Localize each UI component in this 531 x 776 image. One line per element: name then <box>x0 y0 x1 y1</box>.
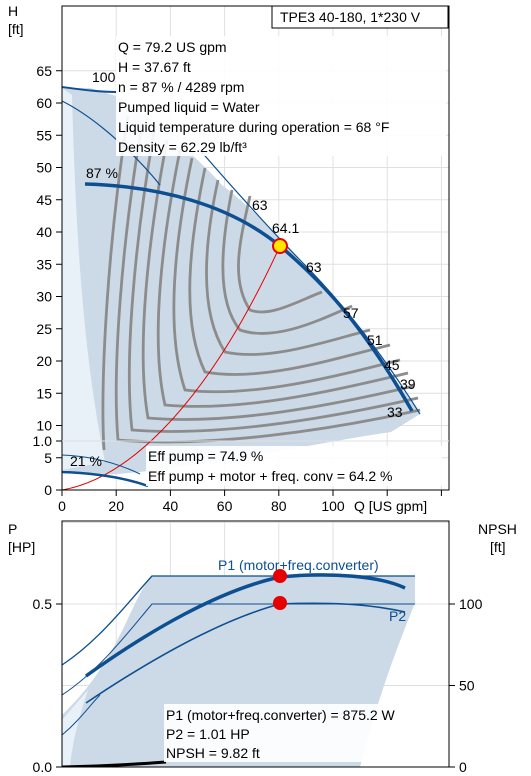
top-y-axis-unit: [ft] <box>8 21 24 37</box>
eff-contour <box>188 167 391 376</box>
info-line: Liquid temperature during operation = 68… <box>118 119 389 135</box>
speed-label-87: 87 % <box>86 165 118 181</box>
top-x-axis-title: Q [US gpm] <box>354 498 427 514</box>
bottom-left-axis-unit: [HP] <box>8 539 35 555</box>
x-tick-label: 20 <box>108 498 124 514</box>
top-y-axis: 0 5 10 15 20 25 30 35 40 45 50 55 60 65 <box>36 63 62 498</box>
power-info-line: P1 (motor+freq.converter) = 875.2 W <box>166 707 396 723</box>
left-tick-label: 0.0 <box>33 759 53 775</box>
y-tick-label: 50 <box>36 160 52 176</box>
info-line: H = 37.67 ft <box>118 59 191 75</box>
eff-label: 57 <box>343 305 359 321</box>
bottom-right-axis: 0 50 100 <box>449 596 483 775</box>
eff-contour <box>101 115 130 451</box>
model-label: TPE3 40-180, 1*230 V <box>280 9 421 25</box>
operating-area-left-band <box>62 88 105 470</box>
operating-area <box>62 88 420 475</box>
curve-21-upper <box>62 454 141 475</box>
eff-contour <box>205 179 371 356</box>
info-line: n = 87 % / 4289 rpm <box>118 79 244 95</box>
eff-label: 39 <box>400 376 416 392</box>
eff-contour <box>156 149 409 408</box>
x-tick-label: 40 <box>163 498 179 514</box>
info-line: Pumped liquid = Water <box>118 99 260 115</box>
top-plot-frame <box>61 5 450 491</box>
x-tick-label: 100 <box>321 498 345 514</box>
p2-envelope-upper <box>62 603 415 696</box>
eff-label: 45 <box>384 357 400 373</box>
efficiency-contours <box>101 115 421 451</box>
x-tick-label: 0 <box>58 498 66 514</box>
y-tick-label: 5 <box>44 450 52 466</box>
eff-label: 33 <box>387 404 403 420</box>
eff-label: 63 <box>252 197 268 213</box>
power-info-line: NPSH = 9.82 ft <box>166 745 260 761</box>
y-tick-label: 15 <box>36 385 52 401</box>
info-line: Q = 79.2 US gpm <box>118 39 227 55</box>
top-y-axis-title: H <box>8 3 18 19</box>
left-tick-label: 0.5 <box>33 596 53 612</box>
power-info-line: P2 = 1.01 HP <box>166 726 250 742</box>
y-tick-label: 45 <box>36 192 52 208</box>
eff-line: Eff pump = 74.9 % <box>148 448 263 464</box>
y-tick-label: 40 <box>36 224 52 240</box>
right-tick-label: 0 <box>459 759 467 775</box>
bottom-right-axis-title: NPSH <box>478 521 517 537</box>
duty-point-marker[interactable] <box>272 238 288 254</box>
eff-contour <box>237 195 323 314</box>
x-tick-label: 60 <box>217 498 233 514</box>
y-tick-label: 65 <box>36 63 52 79</box>
y-tick-label: 25 <box>36 321 52 337</box>
y-tick-label: 20 <box>36 353 52 369</box>
duty-info-block: Q = 79.2 US gpm H = 37.67 ft n = 87 % / … <box>116 36 446 156</box>
eff-label: 51 <box>367 332 383 348</box>
eff-contour <box>172 157 401 394</box>
speed-label-21: 21 % <box>70 453 102 469</box>
bottom-left-axis: 0.0 0.5 1.0 <box>33 433 62 775</box>
left-tick-label: 1.0 <box>33 433 53 449</box>
eff-contour <box>114 123 421 444</box>
p2-duty-point[interactable] <box>273 596 287 610</box>
eff-contour-labels: 63 64.1 63 57 51 45 39 33 <box>252 197 416 420</box>
model-label-box <box>271 5 449 29</box>
curve-21-percent <box>62 470 149 488</box>
power-info-block: P1 (motor+freq.converter) = 875.2 W P2 =… <box>164 704 442 762</box>
y-tick-label: 35 <box>36 256 52 272</box>
y-tick-label: 0 <box>44 482 52 498</box>
curve-max-boundary <box>199 149 421 415</box>
y-tick-label: 10 <box>36 418 52 434</box>
bottom-right-axis-unit: [ft] <box>490 539 506 555</box>
system-curve <box>62 245 281 490</box>
eff-label: 63 <box>306 259 322 275</box>
p1-duty-point[interactable] <box>273 569 287 583</box>
info-line: Density = 62.29 lb/ft³ <box>118 139 247 155</box>
right-tick-label: 50 <box>459 678 475 694</box>
speed-label-100: 100 <box>92 69 116 85</box>
p2-curve-label: P2 <box>389 608 406 624</box>
y-tick-label: 55 <box>36 127 52 143</box>
y-tick-label: 30 <box>36 289 52 305</box>
x-tick-label: 80 <box>271 498 287 514</box>
bottom-plot-frame <box>61 520 450 768</box>
eff-line: Eff pump + motor + freq. conv = 64.2 % <box>148 468 393 484</box>
top-x-axis: 0 20 40 60 80 100 <box>58 490 442 514</box>
curve-100-percent <box>62 86 117 93</box>
p-lower-left <box>62 694 101 736</box>
y-tick-label: 60 <box>36 95 52 111</box>
power-area-left-band <box>62 690 88 767</box>
eff-contour <box>141 139 415 421</box>
eff-contour <box>221 189 353 335</box>
eff-summary-block: Eff pump = 74.9 % Eff pump + motor + fre… <box>146 446 442 486</box>
eff-label: 64.1 <box>272 220 299 236</box>
eff-contour <box>127 131 419 433</box>
bottom-left-axis-title: P <box>8 521 17 537</box>
p1-curve-label: P1 (motor+freq.converter) <box>218 557 379 573</box>
p1-envelope-upper <box>62 575 415 666</box>
right-tick-label: 100 <box>459 596 483 612</box>
